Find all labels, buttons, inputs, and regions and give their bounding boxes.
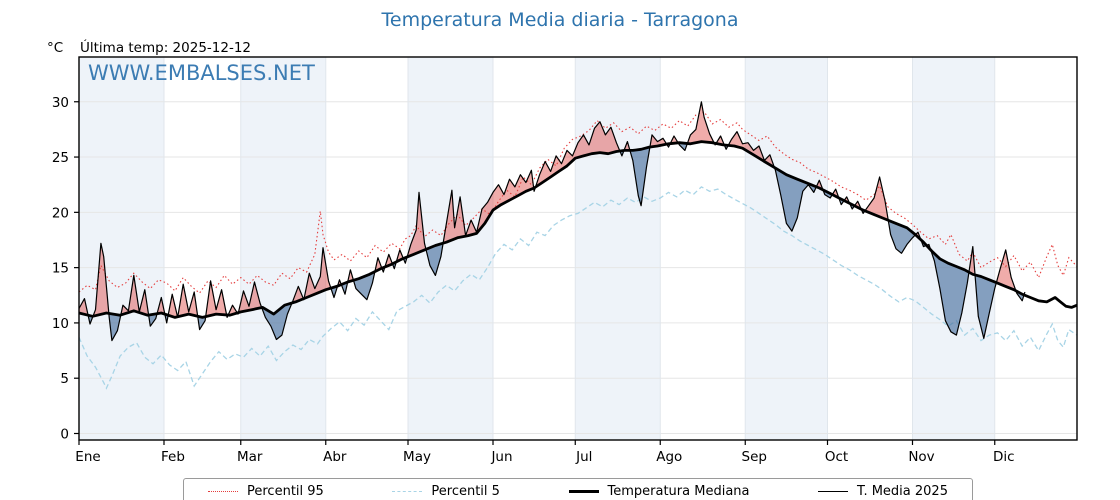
svg-text:Mar: Mar [237, 449, 263, 465]
svg-text:5: 5 [60, 371, 69, 387]
legend-label-tmedia2025: T. Media 2025 [857, 484, 948, 499]
percentil95-line-sample [208, 491, 238, 492]
svg-text:Feb: Feb [161, 449, 185, 465]
legend-label-mediana: Temperatura Mediana [607, 484, 750, 499]
svg-text:Abr: Abr [323, 449, 347, 465]
legend-item-mediana: Temperatura Mediana [568, 484, 750, 499]
y-axis-unit: °C [47, 40, 64, 56]
legend-item-percentil5: Percentil 5 [392, 484, 500, 499]
legend-item-tmedia2025: T. Media 2025 [818, 484, 948, 499]
svg-text:May: May [403, 449, 431, 465]
svg-text:15: 15 [52, 261, 69, 277]
percentil5-line-sample [392, 491, 423, 492]
svg-text:25: 25 [52, 150, 69, 166]
svg-text:10: 10 [52, 316, 69, 332]
chart-title: Temperatura Media diaria - Tarragona [381, 9, 739, 31]
svg-text:Sep: Sep [742, 449, 767, 465]
svg-text:Ago: Ago [656, 449, 682, 465]
last-temp-label: Última temp: 2025-12-12 [80, 40, 252, 56]
mediana-line-sample [568, 490, 599, 493]
svg-text:20: 20 [52, 205, 69, 221]
svg-text:Oct: Oct [825, 449, 848, 465]
svg-text:Dic: Dic [993, 449, 1015, 465]
svg-text:Nov: Nov [908, 449, 934, 465]
legend-label-percentil95: Percentil 95 [247, 484, 324, 499]
svg-text:Jun: Jun [490, 449, 512, 465]
legend-box: Percentil 95 Percentil 5 Temperatura Med… [183, 478, 973, 500]
svg-text:0: 0 [60, 427, 69, 443]
svg-text:Jul: Jul [575, 449, 592, 465]
svg-text:Ene: Ene [75, 449, 100, 465]
svg-text:30: 30 [52, 95, 69, 111]
legend-item-percentil95: Percentil 95 [208, 484, 324, 499]
tmedia2025-line-sample [818, 491, 849, 492]
legend-label-percentil5: Percentil 5 [431, 484, 500, 499]
watermark: WWW.EMBALSES.NET [88, 61, 315, 85]
